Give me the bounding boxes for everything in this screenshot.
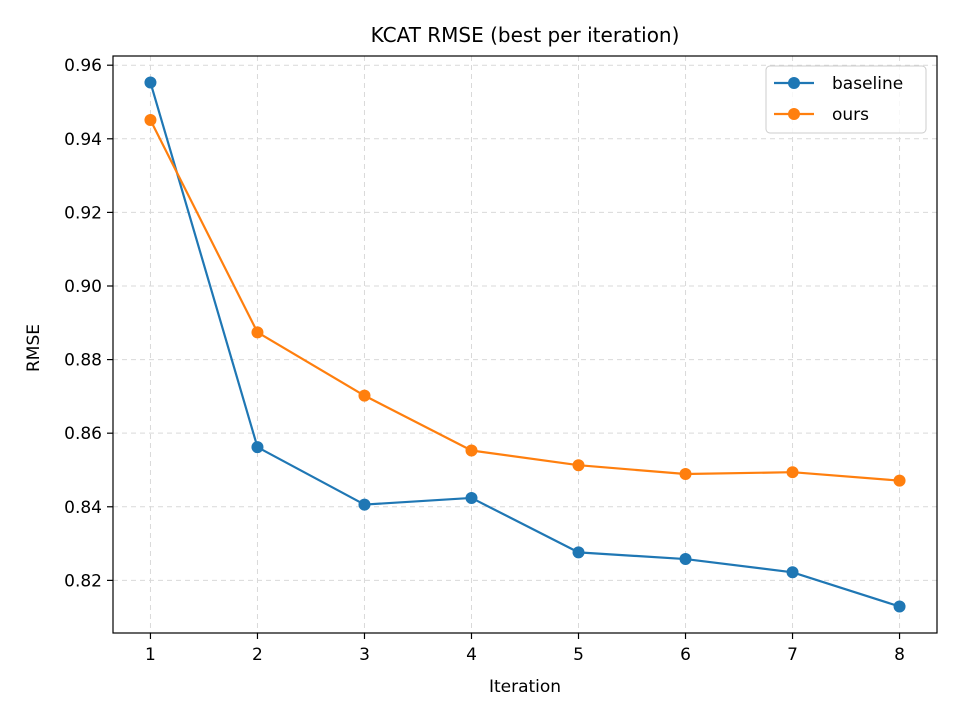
data-point-ours bbox=[358, 389, 371, 402]
plot-frame bbox=[112, 55, 938, 634]
x-tick-label: 1 bbox=[145, 645, 156, 665]
x-tick-label: 7 bbox=[787, 645, 798, 665]
data-point-ours bbox=[572, 459, 585, 472]
x-tick-label: 4 bbox=[466, 645, 477, 665]
data-point-ours bbox=[251, 326, 264, 339]
y-tick-label: 0.94 bbox=[64, 130, 102, 150]
series-line-baseline bbox=[149, 82, 900, 608]
y-tick-label: 0.84 bbox=[64, 498, 102, 518]
data-point-baseline bbox=[358, 498, 371, 511]
series-line-ours bbox=[149, 119, 900, 482]
data-point-baseline bbox=[465, 491, 478, 504]
data-point-baseline bbox=[572, 546, 585, 559]
grid bbox=[113, 56, 937, 633]
y-tick-label: 0.96 bbox=[64, 56, 102, 76]
data-point-ours bbox=[144, 114, 157, 127]
legend: baseline ours bbox=[765, 65, 927, 134]
data-point-ours bbox=[465, 444, 478, 457]
axis-ticks: 1 2 3 4 5 6 7 8 0.82 0.84 0.86 0.88 0.90 0.92 0.94 0.96 bbox=[64, 56, 905, 665]
y-axis-title: RMSE bbox=[24, 324, 44, 372]
y-tick-label: 0.90 bbox=[64, 277, 102, 297]
series-layer bbox=[144, 76, 906, 613]
data-point-ours bbox=[786, 466, 799, 479]
y-tick-label: 0.82 bbox=[64, 571, 102, 591]
data-point-baseline bbox=[786, 566, 799, 579]
x-tick-label: 8 bbox=[894, 645, 905, 665]
y-tick-label: 0.88 bbox=[64, 351, 102, 371]
legend-label-baseline: baseline bbox=[832, 74, 903, 94]
x-tick-label: 3 bbox=[359, 645, 370, 665]
x-tick-label: 5 bbox=[573, 645, 584, 665]
legend-marker-baseline bbox=[788, 77, 800, 89]
data-point-baseline bbox=[144, 76, 157, 89]
y-tick-label: 0.86 bbox=[64, 424, 102, 444]
data-point-baseline bbox=[251, 441, 264, 454]
chart-title: KCAT RMSE (best per iteration) bbox=[371, 23, 680, 47]
legend-label-ours: ours bbox=[832, 105, 869, 125]
x-tick-label: 6 bbox=[680, 645, 691, 665]
legend-marker-ours bbox=[788, 108, 800, 120]
x-axis-title: Iteration bbox=[489, 677, 561, 697]
data-point-ours bbox=[679, 468, 692, 481]
y-tick-label: 0.92 bbox=[64, 203, 102, 223]
data-point-baseline bbox=[893, 600, 906, 613]
data-point-baseline bbox=[679, 553, 692, 566]
x-tick-label: 2 bbox=[252, 645, 263, 665]
data-point-ours bbox=[893, 474, 906, 487]
